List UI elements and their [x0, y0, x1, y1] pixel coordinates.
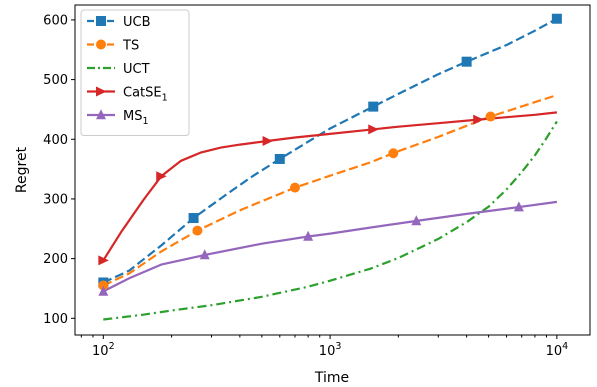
- marker-ms: [411, 215, 422, 226]
- x-tick-label: 104: [546, 341, 569, 359]
- plot-markers: [98, 13, 562, 296]
- x-tick-label: 103: [319, 341, 342, 359]
- marker-catse: [262, 135, 274, 146]
- y-tick-label: 300: [43, 192, 68, 207]
- legend-marker-ucb: [96, 16, 106, 26]
- marker-ms: [98, 285, 109, 296]
- marker-catse: [473, 114, 484, 125]
- legend-marker-ms: [96, 109, 106, 120]
- legend-label-catse: CatSE1: [123, 86, 168, 104]
- y-axis-label: Regret: [14, 146, 30, 193]
- marker-ts: [98, 280, 109, 291]
- legend-label-uct: UCT: [123, 62, 150, 77]
- y-tick-label: 400: [43, 133, 68, 148]
- marker-ms: [199, 249, 210, 260]
- y-tick-label: 100: [43, 312, 68, 327]
- series-line-uct: [103, 120, 558, 321]
- y-tick-label: 500: [43, 73, 68, 88]
- marker-catse: [368, 124, 379, 135]
- marker-catse: [98, 255, 109, 266]
- legend-label-ucb: UCB: [123, 15, 151, 30]
- marker-ts: [485, 111, 496, 122]
- plot-frame: [74, 4, 591, 336]
- legend-marker-ts: [96, 39, 106, 50]
- marker-ms: [513, 201, 524, 212]
- marker-ucb: [551, 13, 562, 24]
- marker-ts: [388, 148, 399, 159]
- legend-label-ms: MS1: [123, 109, 149, 127]
- marker-ucb: [368, 101, 379, 112]
- y-tick-label: 600: [43, 13, 68, 28]
- y-axis-ticks: 100 200 300 400 500 600: [43, 13, 75, 327]
- marker-ucb: [274, 153, 285, 164]
- marker-catse: [156, 171, 167, 182]
- marker-ms: [303, 230, 314, 241]
- x-axis-label: Time: [314, 370, 349, 386]
- series-line-ms: [102, 200, 558, 293]
- legend-marker-catse: [96, 86, 107, 97]
- marker-ts: [289, 182, 300, 193]
- legend-box: [80, 9, 190, 136]
- legend: UCB TS UCT CatSE1 MS1: [80, 9, 190, 136]
- y-tick-label: 200: [43, 252, 68, 267]
- marker-ucb: [188, 213, 199, 224]
- x-axis-ticks: 102 103 104: [80, 335, 569, 359]
- marker-ts: [192, 225, 203, 236]
- x-tick-label: 102: [92, 341, 115, 359]
- marker-ucb: [461, 56, 472, 67]
- legend-label-ts: TS: [122, 39, 139, 54]
